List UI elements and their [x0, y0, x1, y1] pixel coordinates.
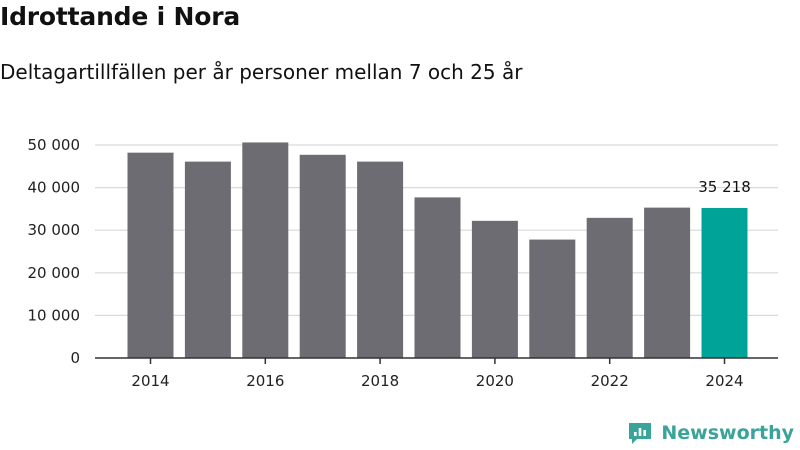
bar-2021	[529, 239, 576, 358]
y-tick-label: 40 000	[28, 179, 81, 197]
x-tick-label: 2014	[131, 372, 169, 390]
bar-2017	[299, 154, 346, 358]
chart-title: Idrottande i Nora	[0, 2, 240, 31]
y-tick-label: 10 000	[28, 306, 81, 324]
bar-2024	[701, 207, 748, 358]
chart-subtitle: Deltagartillfällen per år personer mella…	[0, 60, 523, 84]
bar-2019	[414, 197, 461, 358]
bar-2016	[242, 142, 289, 358]
y-tick-label: 0	[70, 349, 80, 367]
data-label: 35 218	[698, 178, 751, 196]
labels: 0 10 000 20 000 30 000 40 000 50 000 2014 2016 2…	[28, 136, 751, 390]
y-tick-label: 30 000	[28, 221, 81, 239]
x-tick-label: 2024	[705, 372, 743, 390]
x-tick-label: 2020	[476, 372, 514, 390]
newsworthy-logo-icon	[629, 423, 652, 444]
y-tick-label: 20 000	[28, 264, 81, 282]
bar-2022	[586, 217, 633, 358]
bar-2014	[127, 152, 174, 358]
bars	[127, 142, 748, 358]
bar-2015	[184, 161, 231, 358]
x-tick-label: 2018	[361, 372, 399, 390]
axes	[95, 357, 778, 364]
x-tick-label: 2022	[591, 372, 629, 390]
newsworthy-brand: Newsworthy	[627, 420, 794, 446]
brand-name: Newsworthy	[661, 422, 794, 444]
bar-2020	[471, 220, 518, 358]
y-tick-label: 50 000	[28, 136, 81, 154]
bar-2023	[644, 207, 691, 358]
x-tick-label: 2016	[246, 372, 284, 390]
bar-2018	[357, 161, 404, 358]
